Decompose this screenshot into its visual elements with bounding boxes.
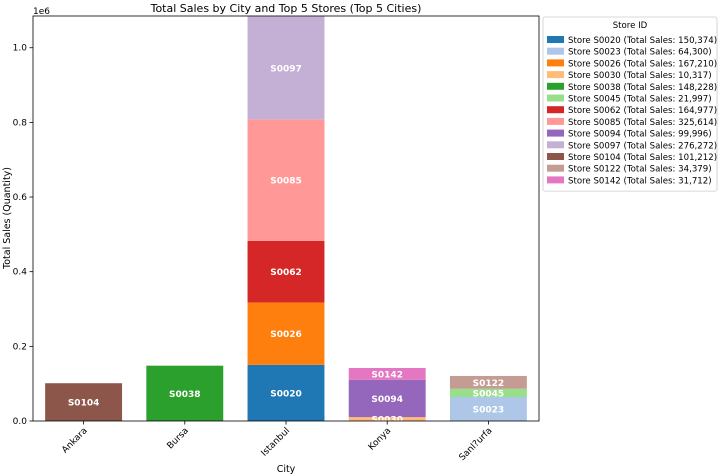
y-axis: 0.0 0.2 0.4 0.6 0.8 1.0 xyxy=(13,44,33,427)
bar-s0094 xyxy=(348,379,426,418)
y-tick-label: 0.8 xyxy=(13,118,28,128)
bar-label-s0122: S0122 xyxy=(473,379,505,389)
legend-swatch-s0026 xyxy=(547,59,564,67)
x-tick-label: Ankara xyxy=(60,426,89,455)
bar-label-s0097: S0097 xyxy=(270,64,302,74)
bar-s0122 xyxy=(449,375,527,389)
legend-swatch-s0085 xyxy=(547,117,564,125)
x-tick-label: Konya xyxy=(367,426,394,453)
legend-entry-s0122: Store S0122 (Total Sales: 34,379) xyxy=(568,165,712,175)
bar-label-s0023: S0023 xyxy=(473,406,505,416)
legend-swatch-s0142 xyxy=(547,176,564,184)
legend-swatch-s0062 xyxy=(547,106,564,114)
legend-entry-s0023: Store S0023 (Total Sales: 64,300) xyxy=(568,48,712,58)
bar-label-s0020: S0020 xyxy=(270,389,302,399)
y-tick-label: 1.0 xyxy=(13,44,28,54)
y-tick-label: 0.6 xyxy=(13,193,28,203)
bar-label-s0026: S0026 xyxy=(270,330,302,340)
x-tick-label: Istanbul xyxy=(260,426,293,459)
legend-swatch-s0038 xyxy=(547,82,564,90)
legend-swatch-s0023 xyxy=(547,47,564,55)
bar-label-s0062: S0062 xyxy=(270,268,302,278)
bar-label-s0038: S0038 xyxy=(169,390,201,400)
bar-s0104 xyxy=(45,383,123,421)
legend-swatch-s0045 xyxy=(547,94,564,102)
bar-s0020 xyxy=(247,364,325,421)
y-tick-label: 0.4 xyxy=(13,268,28,278)
bar-s0045 xyxy=(449,388,527,397)
plot-frame xyxy=(32,15,540,422)
legend-entry-s0020: Store S0020 (Total Sales: 150,374) xyxy=(568,36,717,46)
bar-s0097 xyxy=(247,16,325,120)
x-tick-label: Sanl?urfa xyxy=(458,426,495,463)
bar-label-s0045: S0045 xyxy=(473,389,505,399)
legend-title: Store ID xyxy=(613,21,648,31)
legend-box xyxy=(542,16,718,192)
legend-swatch-s0097 xyxy=(547,141,564,149)
bar-label-s0094: S0094 xyxy=(371,395,403,405)
bar-s0038 xyxy=(146,365,224,421)
legend-swatch-s0030 xyxy=(547,71,564,79)
bar-label-s0104: S0104 xyxy=(68,399,100,409)
bar-label-s0030: S0030 xyxy=(371,416,403,426)
legend-entry-s0038: Store S0038 (Total Sales: 148,228) xyxy=(568,83,717,93)
legend-entry-s0097: Store S0097 (Total Sales: 276,272) xyxy=(568,141,717,151)
x-tick-label: Bursa xyxy=(166,426,191,451)
x-axis-title: City xyxy=(277,464,296,475)
bars-group xyxy=(45,16,527,421)
legend-entry-s0094: Store S0094 (Total Sales: 99,996) xyxy=(568,130,712,140)
bar-s0023 xyxy=(449,397,527,421)
bar-s0062 xyxy=(247,240,325,303)
legend-entry-s0142: Store S0142 (Total Sales: 31,712) xyxy=(568,176,712,186)
bar-labels-group: S0020 S0023 S0026 S0030 S0038 S0045 S0062 S0085… xyxy=(68,64,504,425)
legend: Store ID Store S0020 (Total Sales: 150,37… xyxy=(542,16,718,192)
legend-entry-s0085: Store S0085 (Total Sales: 325,614) xyxy=(568,118,717,128)
y-tick-label: 0.2 xyxy=(13,342,27,352)
bar-label-s0142: S0142 xyxy=(371,370,403,380)
bar-s0026 xyxy=(247,302,325,365)
legend-swatch-s0104 xyxy=(547,153,564,160)
bar-label-s0085: S0085 xyxy=(270,177,302,187)
legend-swatch-s0122 xyxy=(547,164,564,172)
legend-entry-s0045: Store S0045 (Total Sales: 21,997) xyxy=(568,95,712,105)
y-tick-label: 0.0 xyxy=(13,417,28,427)
legend-swatch-s0020 xyxy=(547,36,564,43)
y-axis-title: Total Sales (Quantity) xyxy=(2,167,13,270)
legend-entry-s0104: Store S0104 (Total Sales: 101,212) xyxy=(568,153,717,163)
chart-title: Total Sales by City and Top 5 Stores (To… xyxy=(150,2,422,15)
bar-s0085 xyxy=(247,119,325,241)
legend-entry-s0030: Store S0030 (Total Sales: 10,317) xyxy=(568,71,712,81)
legend-swatch-s0094 xyxy=(547,129,564,137)
y-axis-scale-label: 1e6 xyxy=(33,7,50,17)
legend-entry-s0062: Store S0062 (Total Sales: 164,977) xyxy=(568,106,717,116)
legend-entry-s0026: Store S0026 (Total Sales: 167,210) xyxy=(568,59,717,69)
x-axis: Ankara Bursa Istanbul Konya Sanl?urfa xyxy=(60,421,495,463)
bar-s0030 xyxy=(348,417,426,421)
bar-s0142 xyxy=(348,367,426,380)
